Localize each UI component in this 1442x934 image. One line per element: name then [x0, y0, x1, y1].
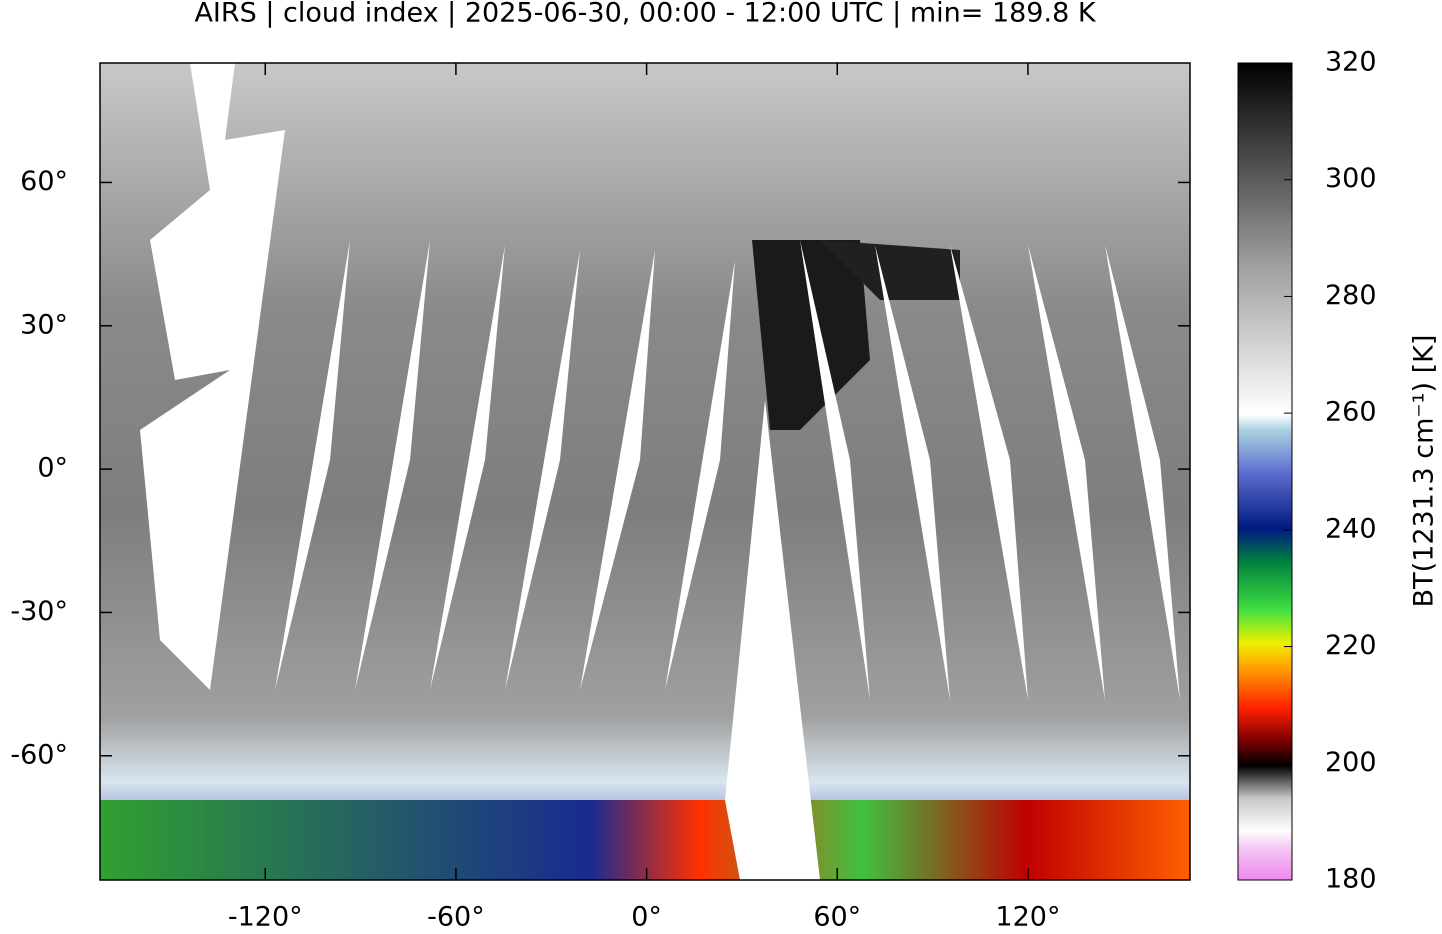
- map-image: [100, 63, 1190, 880]
- x-tick-label: -60°: [427, 902, 485, 931]
- x-tick-label: -120°: [228, 902, 303, 931]
- y-tick-label: 30°: [20, 309, 68, 340]
- colorbar-label: BT(1231.3 cm⁻¹) [K]: [1409, 335, 1440, 608]
- colorbar-tick-label: 260: [1325, 397, 1377, 428]
- x-tick-label: 0°: [631, 902, 662, 931]
- colorbar-tick-label: 300: [1325, 163, 1377, 194]
- colorbar-tick-label: 280: [1325, 280, 1377, 311]
- title: AIRS | cloud index | 2025-06-30, 00:00 -…: [194, 0, 1096, 29]
- map-frame: [99, 62, 1191, 881]
- colorbar: [1237, 62, 1293, 881]
- colorbar-tick-label: 320: [1325, 47, 1377, 78]
- y-tick-label: 60°: [20, 166, 68, 197]
- y-tick-label: -30°: [10, 596, 68, 627]
- colorbar-tick-label: 180: [1325, 864, 1377, 895]
- x-tick-label: 60°: [813, 902, 861, 931]
- y-tick-label: 0°: [37, 453, 68, 484]
- colorbar-tick-label: 240: [1325, 513, 1377, 544]
- y-tick-label: -60°: [10, 739, 68, 770]
- x-tick-label: 120°: [995, 902, 1060, 931]
- colorbar-tick-label: 200: [1325, 747, 1377, 778]
- colorbar-tick-label: 220: [1325, 630, 1377, 661]
